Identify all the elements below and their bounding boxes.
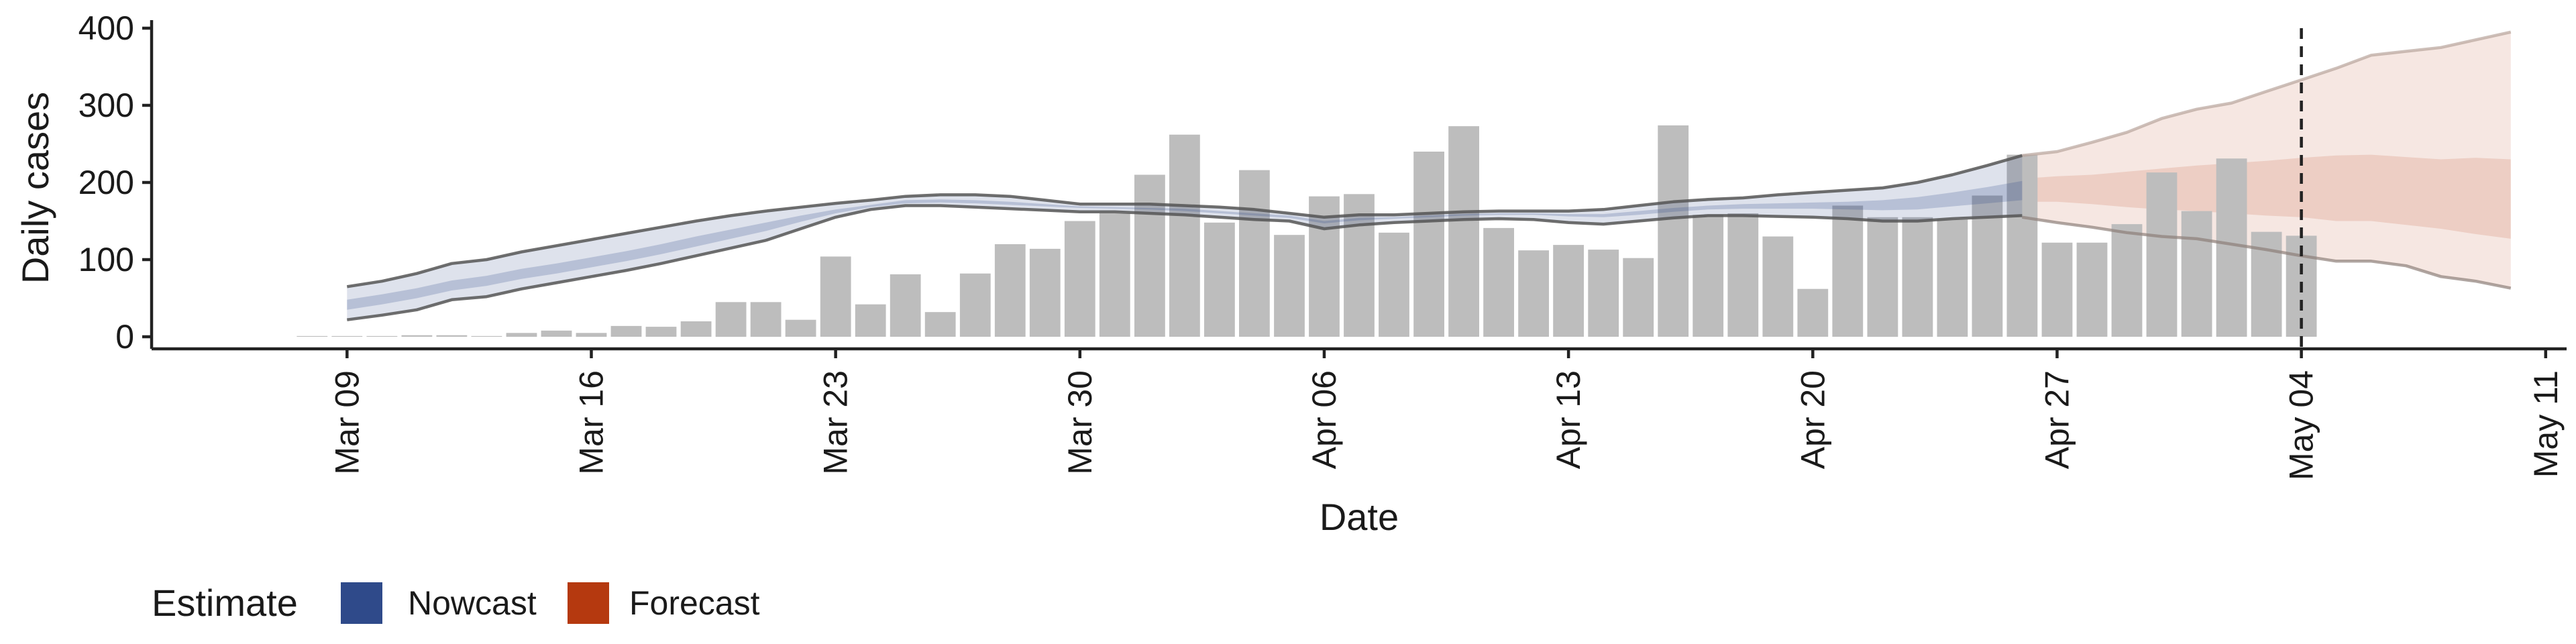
observed-bar <box>1483 227 1514 337</box>
observed-bar <box>401 335 433 337</box>
observed-bar <box>1902 217 1933 337</box>
observed-bar <box>820 256 851 337</box>
observed-bar <box>436 335 468 337</box>
legend-label-forecast: Forecast <box>629 584 760 622</box>
y-axis-title: Daily cases <box>14 92 56 284</box>
x-axis-title: Date <box>1320 496 1399 538</box>
forecast-band-50 <box>2022 154 2511 239</box>
nowcast-bands <box>347 155 2023 320</box>
y-tick-label: 300 <box>78 87 134 124</box>
observed-bar <box>2006 154 2038 337</box>
observed-bar <box>1204 222 1235 337</box>
x-tick-label: Mar 16 <box>573 370 610 475</box>
observed-bar <box>750 302 782 337</box>
observed-bar <box>297 335 328 337</box>
observed-bar <box>890 274 921 337</box>
observed-bar <box>1727 213 1759 337</box>
observed-bar <box>994 244 1026 337</box>
x-tick-label: Mar 30 <box>1061 370 1099 475</box>
y-tick-label: 400 <box>78 9 134 47</box>
nowcast-upper-line <box>346 154 2023 288</box>
observed-bar <box>1134 174 1165 337</box>
observed-bar <box>1553 245 1584 337</box>
observed-bar <box>1309 196 1340 337</box>
observed-bar <box>680 321 712 337</box>
observed-bar <box>1797 288 1829 337</box>
observed-bar <box>1413 152 1444 337</box>
forecast-lower-line <box>2022 215 2512 290</box>
observed-bar <box>1274 235 1305 337</box>
observed-bar <box>855 304 886 337</box>
observed-bars <box>297 125 2317 337</box>
legend: Estimate Nowcast Forecast <box>152 582 760 624</box>
observed-bar <box>1169 134 1200 337</box>
observed-bar <box>1518 250 1549 337</box>
y-tick-label: 100 <box>78 241 134 278</box>
observed-bar <box>1379 232 1409 337</box>
x-tick-label: Mar 09 <box>328 370 366 475</box>
observed-bar <box>1588 250 1619 337</box>
x-tick-label: May 04 <box>2283 370 2320 480</box>
observed-bar <box>331 335 363 337</box>
y-tick-label: 0 <box>115 318 134 356</box>
y-axis-ticks: 0 100 200 300 400 <box>78 9 152 356</box>
x-tick-label: Apr 06 <box>1305 370 1343 469</box>
observed-bar <box>576 333 607 337</box>
observed-bar <box>1762 236 1794 337</box>
y-tick-label: 200 <box>78 164 134 201</box>
nowcast-band-90 <box>347 155 2023 320</box>
observed-bar <box>2076 242 2108 337</box>
observed-bar <box>2181 211 2212 337</box>
x-tick-label: Apr 20 <box>1794 370 1831 469</box>
observed-bar <box>471 335 502 337</box>
legend-key-nowcast <box>341 582 382 624</box>
observed-bar <box>1029 248 1061 337</box>
observed-bar <box>366 335 398 337</box>
legend-label-nowcast: Nowcast <box>408 584 537 622</box>
observed-bar <box>645 327 677 337</box>
observed-bar <box>1064 221 1095 337</box>
observed-bar <box>2146 172 2178 337</box>
observed-bar <box>1344 194 1375 337</box>
observed-bar <box>2111 224 2143 337</box>
observed-bar <box>1867 217 1898 337</box>
observed-bar <box>610 325 642 337</box>
observed-bar <box>1658 125 1689 337</box>
nowcast-lower-line <box>347 204 2023 321</box>
observed-bar <box>1937 219 1968 337</box>
interval-bound-lines <box>346 30 2512 321</box>
legend-key-forecast <box>568 582 609 624</box>
x-tick-label: Mar 23 <box>817 370 855 475</box>
legend-title: Estimate <box>152 582 298 624</box>
forecast-upper-line <box>2022 30 2512 158</box>
x-tick-label: Apr 27 <box>2039 370 2076 469</box>
nowcast-band-50 <box>347 180 2023 310</box>
observed-bar <box>2041 242 2073 337</box>
observed-bar <box>785 319 816 337</box>
observed-bar <box>959 273 991 337</box>
observed-bar <box>1099 213 1130 337</box>
observed-bar <box>924 312 956 337</box>
observed-bar <box>506 333 537 337</box>
axes: 0 100 200 300 400 Mar 09 Mar 16 Mar 23 Mar 30 Ap… <box>78 9 2567 480</box>
observed-bar <box>1623 258 1654 337</box>
forecast-band-90 <box>2022 32 2511 288</box>
forecast-bands <box>2022 32 2511 288</box>
x-tick-label: May 11 <box>2527 370 2565 478</box>
x-tick-label: Apr 13 <box>1550 370 1587 469</box>
observed-bar <box>715 302 747 337</box>
observed-bar <box>541 330 572 337</box>
x-axis-ticks: Mar 09 Mar 16 Mar 23 Mar 30 Apr 06 Apr 13 Apr … <box>328 349 2565 480</box>
observed-bar <box>1239 170 1270 337</box>
observed-bar <box>1448 126 1479 337</box>
observed-bar <box>1693 215 1724 337</box>
observed-bar <box>1832 205 1864 337</box>
observed-bar <box>2216 158 2247 337</box>
